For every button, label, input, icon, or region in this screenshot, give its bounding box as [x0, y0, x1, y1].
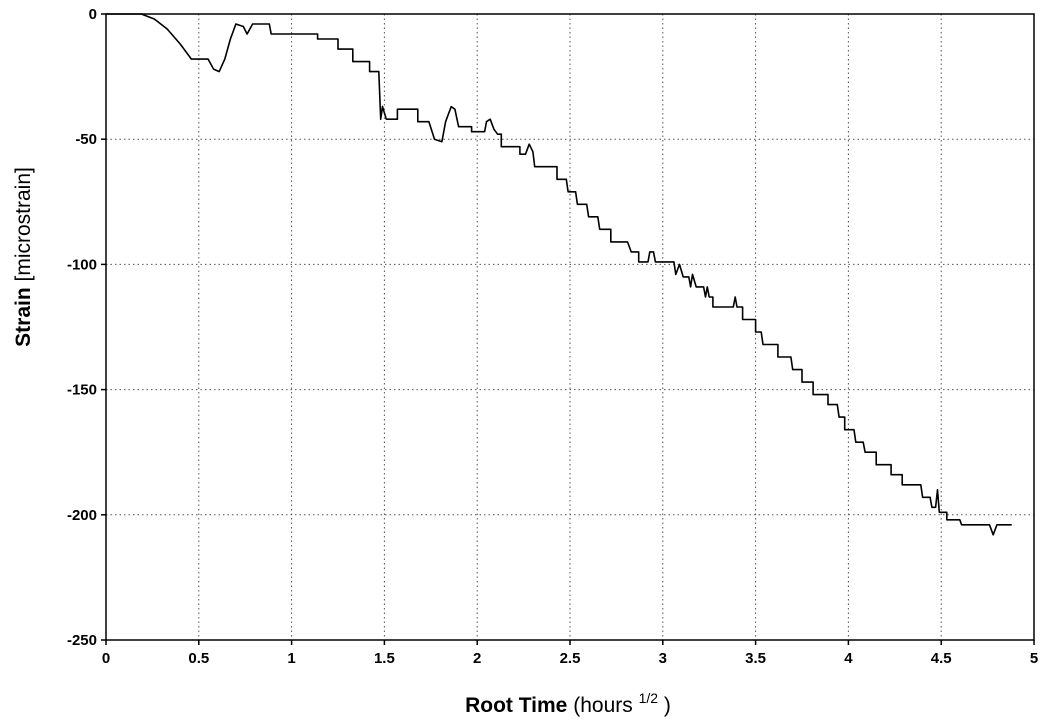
y-tick-label: -150 [67, 382, 97, 399]
strain-series-line [106, 13, 1012, 536]
x-tick-labels: 0 0.5 1 1.5 2 2.5 3 3.5 4 4.5 5 [102, 650, 1038, 667]
y-axis-label: Strain [microstrain] [12, 167, 35, 347]
axis-ticks [101, 13, 1035, 645]
y-tick-labels: 0 -50 -100 -150 -200 -250 [67, 6, 97, 649]
x-tick-label: 0 [102, 650, 110, 667]
y-axis-label-rest: [microstrain] [12, 167, 35, 281]
x-axis-label-close: ) [664, 694, 671, 717]
grid-lines [106, 14, 1034, 640]
x-tick-label: 4 [844, 650, 853, 667]
x-tick-label: 3 [659, 650, 667, 667]
x-tick-label: 2.5 [560, 650, 581, 667]
y-tick-label: -100 [67, 256, 97, 273]
y-tick-label: -50 [75, 131, 97, 148]
x-tick-label: 0.5 [188, 650, 209, 667]
x-axis-label-superscript: 1/2 [639, 690, 659, 706]
x-tick-label: 1 [287, 650, 295, 667]
x-tick-label: 5 [1030, 650, 1038, 667]
x-tick-label: 3.5 [745, 650, 766, 667]
y-tick-label: -250 [67, 632, 97, 649]
x-axis-label-rest: (hours [573, 694, 633, 717]
x-axis-label-bold: Root Time [465, 694, 567, 717]
y-axis-label-bold: Strain [12, 287, 35, 347]
x-tick-label: 2 [473, 650, 481, 667]
x-tick-label: 1.5 [374, 650, 395, 667]
y-tick-label: -200 [67, 507, 97, 524]
series-layer [106, 13, 1012, 536]
x-tick-label: 4.5 [931, 650, 952, 667]
x-axis-label: Root Time (hours 1/2 ) [465, 685, 671, 717]
y-tick-label: 0 [89, 6, 97, 23]
